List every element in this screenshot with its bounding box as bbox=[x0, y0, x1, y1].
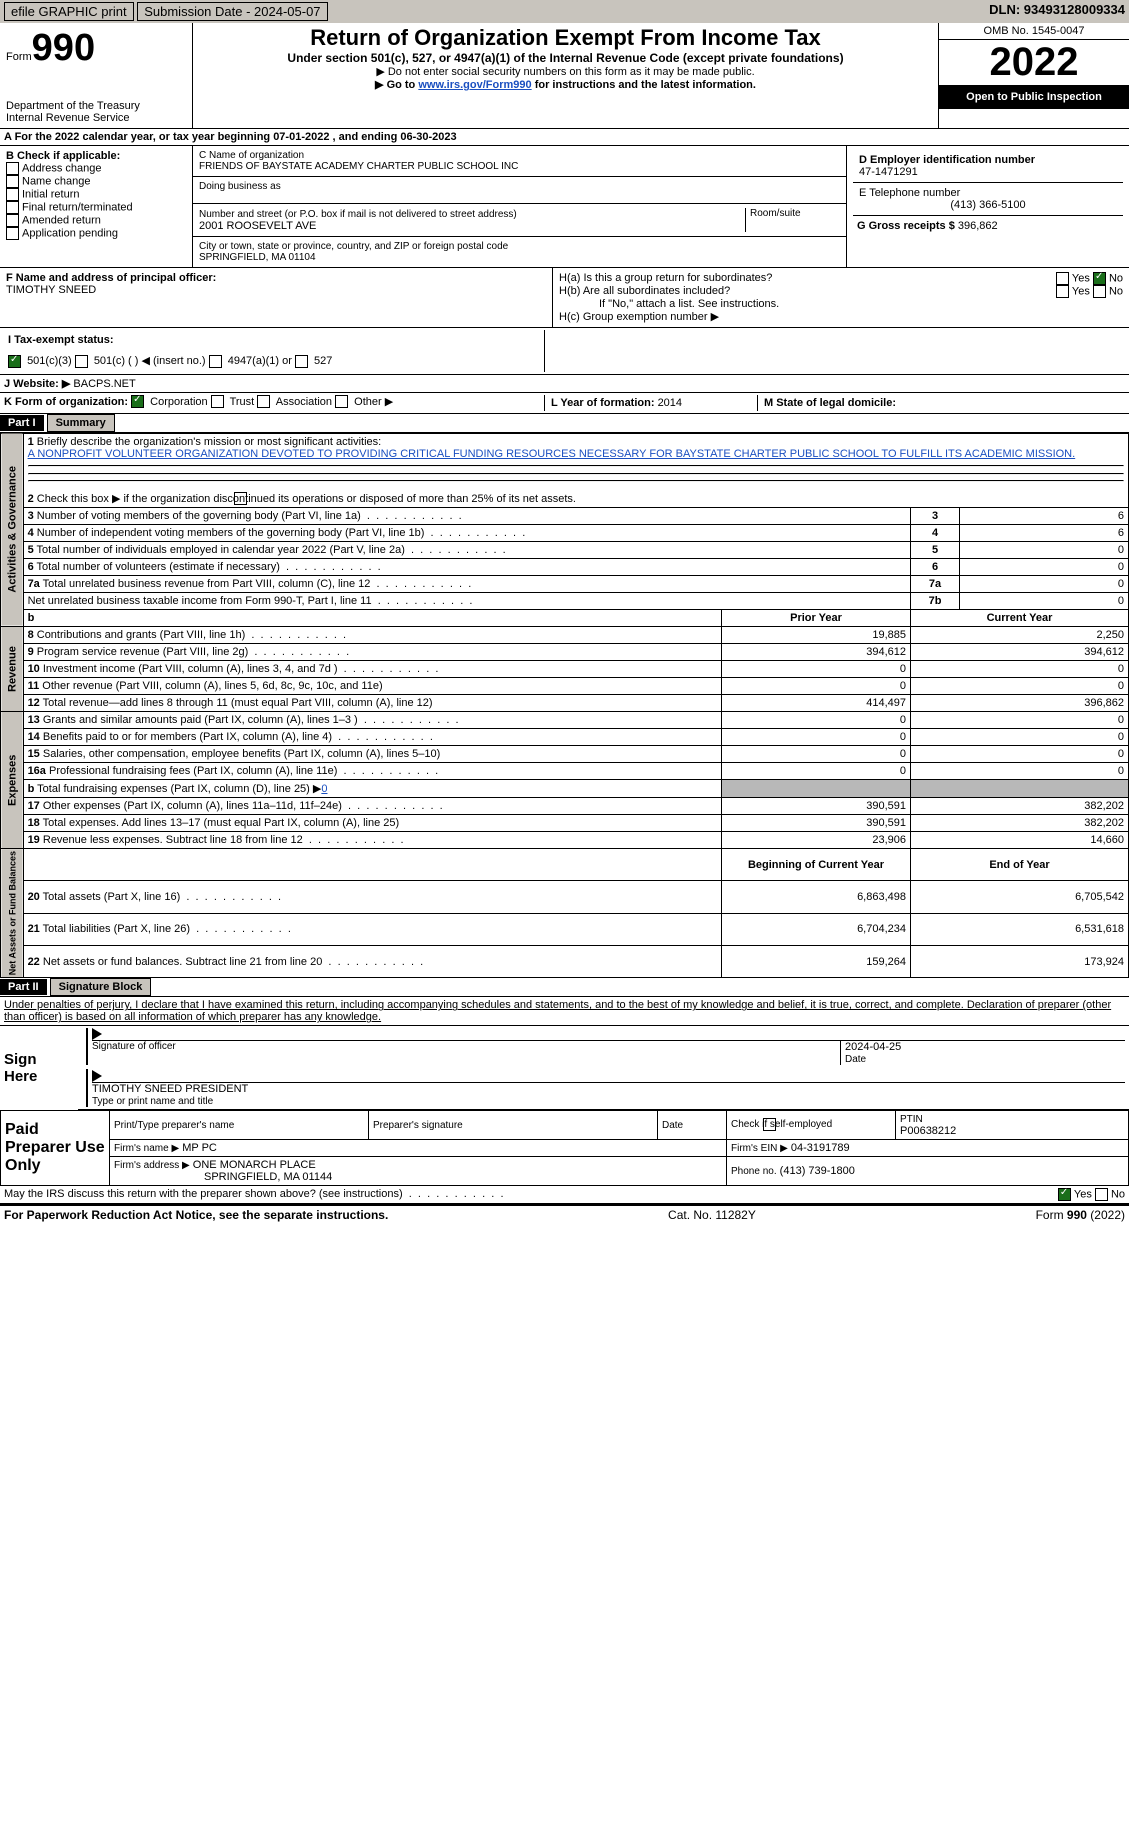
dept-treasury: Department of the Treasury bbox=[6, 100, 186, 112]
cb-4947[interactable] bbox=[209, 355, 222, 368]
return-title: Return of Organization Exempt From Incom… bbox=[199, 25, 932, 51]
dba-label: Doing business as bbox=[199, 181, 281, 192]
submission-date-btn[interactable]: Submission Date - 2024-05-07 bbox=[137, 2, 327, 21]
subtitle-2: ▶ Do not enter social security numbers o… bbox=[199, 65, 932, 78]
cb-self-employed[interactable] bbox=[763, 1118, 776, 1131]
efile-print-btn[interactable]: efile GRAPHIC print bbox=[4, 2, 134, 21]
e-label: E Telephone number bbox=[859, 187, 960, 199]
sig-officer-label: Signature of officer bbox=[92, 1041, 840, 1065]
ha-label: H(a) Is this a group return for subordin… bbox=[559, 272, 772, 285]
form-number: 990 bbox=[32, 27, 95, 69]
cb-address-change[interactable] bbox=[6, 162, 19, 175]
mission-text: A NONPROFIT VOLUNTEER ORGANIZATION DEVOT… bbox=[28, 448, 1076, 460]
irs-link[interactable]: www.irs.gov/Form990 bbox=[418, 79, 531, 91]
ptin: P00638212 bbox=[900, 1125, 956, 1137]
perjury-declaration: Under penalties of perjury, I declare th… bbox=[0, 997, 1129, 1026]
l-label: L Year of formation: bbox=[551, 397, 658, 409]
cb-name-change[interactable] bbox=[6, 175, 19, 188]
g-label: G Gross receipts $ bbox=[857, 220, 955, 232]
discuss-question: May the IRS discuss this return with the… bbox=[4, 1188, 504, 1200]
subtitle-3: ▶ Go to www.irs.gov/Form990 for instruct… bbox=[199, 78, 932, 91]
hb-note: If "No," attach a list. See instructions… bbox=[559, 298, 1123, 310]
omb-number: OMB No. 1545-0047 bbox=[939, 23, 1129, 39]
firm-name: MP PC bbox=[182, 1142, 217, 1154]
cb-501c3[interactable] bbox=[8, 355, 21, 368]
cb-initial-return[interactable] bbox=[6, 188, 19, 201]
open-to-public: Open to Public Inspection bbox=[939, 85, 1129, 109]
subtitle-1: Under section 501(c), 527, or 4947(a)(1)… bbox=[199, 51, 932, 65]
page-footer: For Paperwork Reduction Act Notice, see … bbox=[0, 1204, 1129, 1224]
section-b: B Check if applicable: Address change Na… bbox=[0, 146, 193, 267]
tab-revenue: Revenue bbox=[1, 627, 24, 712]
arrow-icon bbox=[92, 1070, 102, 1082]
cb-corp[interactable] bbox=[131, 395, 144, 408]
ein: 47-1471291 bbox=[859, 166, 1117, 178]
c-label: C Name of organization bbox=[199, 150, 304, 161]
tab-activities: Activities & Governance bbox=[1, 433, 24, 627]
cb-amended[interactable] bbox=[6, 214, 19, 227]
cb-trust[interactable] bbox=[211, 395, 224, 408]
firm-ein: 04-3191789 bbox=[791, 1142, 850, 1154]
firm-phone: (413) 739-1800 bbox=[780, 1165, 855, 1177]
signature-table: Sign Here Signature of officer2024-04-25… bbox=[0, 1026, 1129, 1109]
dln: DLN: 93493128009334 bbox=[989, 2, 1125, 17]
website: BACPS.NET bbox=[73, 378, 135, 390]
d-label: D Employer identification number bbox=[859, 154, 1035, 166]
room-label: Room/suite bbox=[745, 208, 840, 232]
tax-year: 2022 bbox=[939, 39, 1129, 85]
fundraising-exp: 0 bbox=[321, 783, 327, 795]
arrow-icon bbox=[92, 1028, 102, 1040]
org-city: SPRINGFIELD, MA 01104 bbox=[199, 252, 316, 263]
part1-title: Summary bbox=[47, 414, 115, 432]
tab-expenses: Expenses bbox=[1, 712, 24, 849]
cb-other[interactable] bbox=[335, 395, 348, 408]
irs-label: Internal Revenue Service bbox=[6, 112, 186, 124]
cb-final-return[interactable] bbox=[6, 201, 19, 214]
cb-ha-yes[interactable] bbox=[1056, 272, 1069, 285]
year-formed: 2014 bbox=[658, 397, 682, 409]
k-label: K Form of organization: bbox=[4, 396, 128, 408]
gross-receipts: 396,862 bbox=[958, 220, 998, 232]
hb-label: H(b) Are all subordinates included? bbox=[559, 285, 730, 298]
cb-app-pending[interactable] bbox=[6, 227, 19, 240]
form-label: Form bbox=[6, 51, 32, 63]
cb-527[interactable] bbox=[295, 355, 308, 368]
hc-label: H(c) Group exemption number ▶ bbox=[559, 310, 1123, 323]
sign-here-label: Sign Here bbox=[0, 1026, 78, 1109]
form-header: Form990 Department of the Treasury Inter… bbox=[0, 23, 1129, 129]
paid-preparer-label: Paid Preparer Use Only bbox=[1, 1110, 110, 1185]
cb-discuss-yes[interactable] bbox=[1058, 1188, 1071, 1201]
firm-address: ONE MONARCH PLACE bbox=[193, 1159, 316, 1171]
addr-label: Number and street (or P.O. box if mail i… bbox=[199, 209, 517, 220]
summary-table: Activities & Governance 1 Briefly descri… bbox=[0, 433, 1129, 979]
part2-title: Signature Block bbox=[50, 978, 152, 996]
telephone: (413) 366-5100 bbox=[859, 199, 1117, 211]
f-label: F Name and address of principal officer: bbox=[6, 272, 216, 284]
org-address: 2001 ROOSEVELT AVE bbox=[199, 220, 316, 232]
org-name: FRIENDS OF BAYSTATE ACADEMY CHARTER PUBL… bbox=[199, 161, 518, 172]
part1-header: Part I bbox=[0, 415, 44, 431]
cb-assoc[interactable] bbox=[257, 395, 270, 408]
tab-netassets: Net Assets or Fund Balances bbox=[1, 849, 24, 978]
officer-printed: TIMOTHY SNEED PRESIDENT bbox=[92, 1083, 248, 1095]
cb-discuss-no[interactable] bbox=[1095, 1188, 1108, 1201]
cb-discontinued[interactable] bbox=[234, 492, 247, 505]
cb-hb-no[interactable] bbox=[1093, 285, 1106, 298]
i-label: I Tax-exempt status: bbox=[8, 334, 114, 346]
officer-name: TIMOTHY SNEED bbox=[6, 284, 96, 296]
j-label: J Website: ▶ bbox=[4, 378, 70, 390]
top-bar: efile GRAPHIC print Submission Date - 20… bbox=[0, 0, 1129, 23]
cb-501c[interactable] bbox=[75, 355, 88, 368]
cb-hb-yes[interactable] bbox=[1056, 285, 1069, 298]
preparer-table: Paid Preparer Use Only Print/Type prepar… bbox=[0, 1110, 1129, 1186]
part2-header: Part II bbox=[0, 979, 47, 995]
city-label: City or town, state or province, country… bbox=[199, 241, 508, 252]
m-label: M State of legal domicile: bbox=[764, 397, 896, 409]
cb-ha-no[interactable] bbox=[1093, 272, 1106, 285]
section-a: A For the 2022 calendar year, or tax yea… bbox=[0, 129, 1129, 146]
